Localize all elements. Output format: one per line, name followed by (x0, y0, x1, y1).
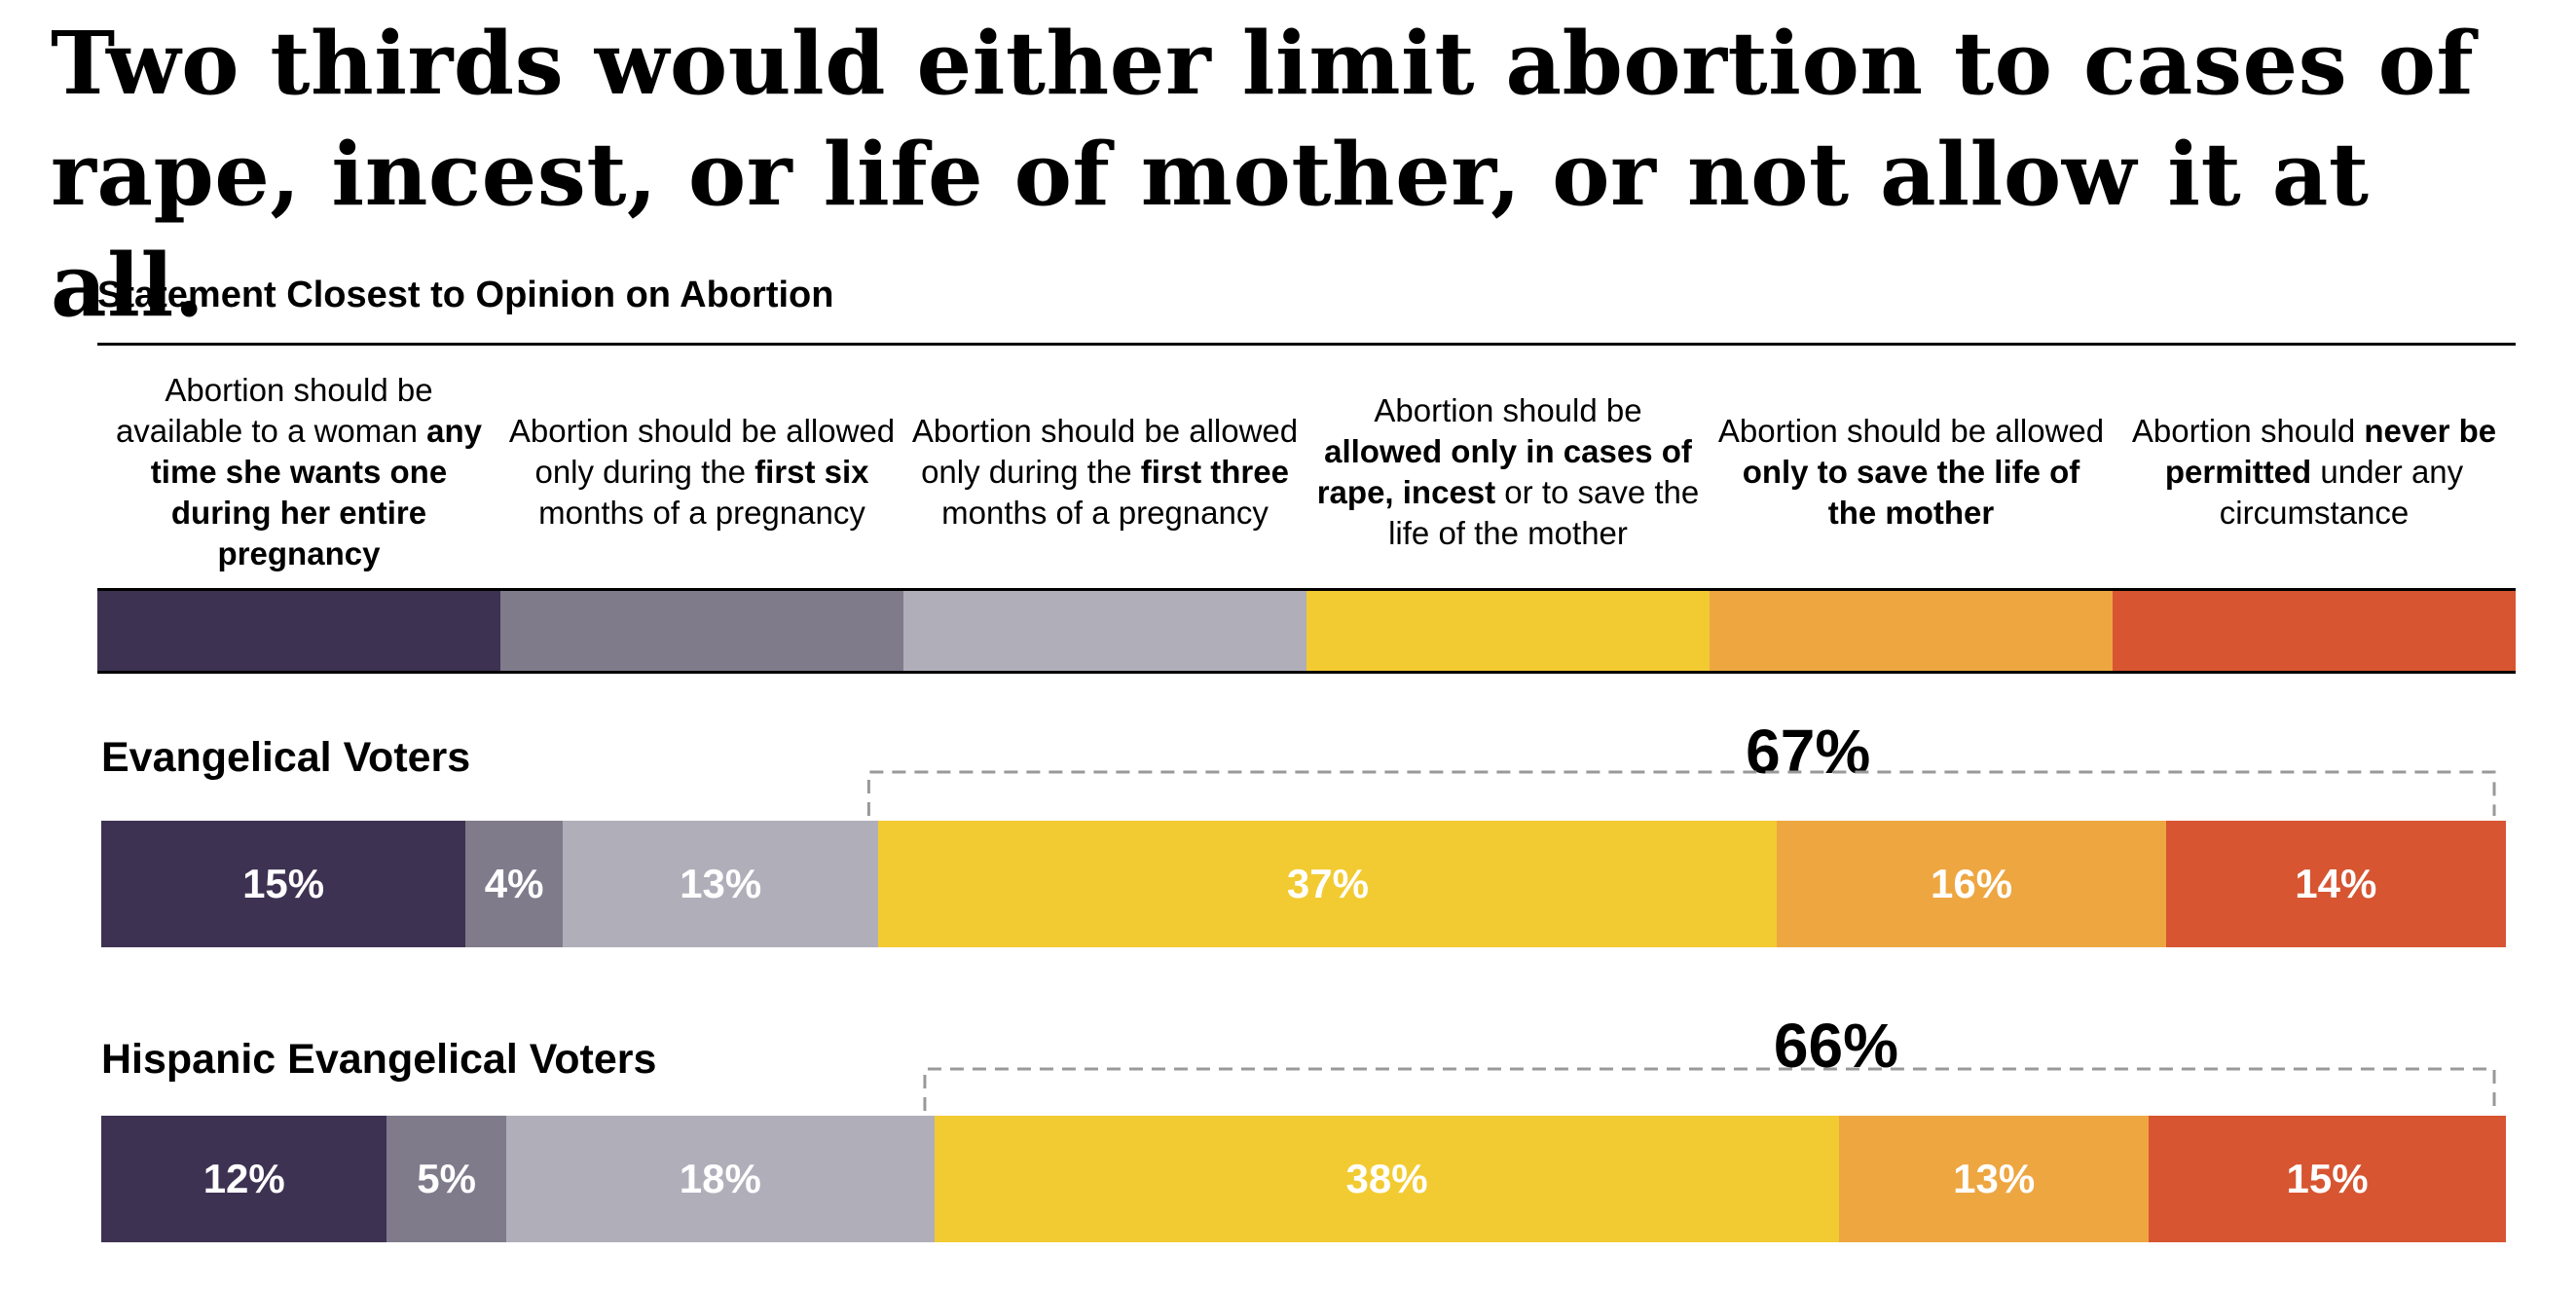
group-label: Hispanic Evangelical Voters (101, 1036, 657, 1083)
bar-segment: 38% (934, 1116, 1840, 1242)
legend-item-6: Abortion should never be permitted under… (2119, 365, 2509, 579)
data-label: 13% (680, 861, 762, 906)
legend-item-text: months of a pregnancy (941, 495, 1269, 531)
bar-segment: 14% (2165, 821, 2506, 947)
bar-segment: 4% (465, 821, 564, 947)
legend-item-1: Abortion should be available to a woman … (104, 365, 494, 579)
data-label: 5% (417, 1156, 476, 1201)
legend-swatches (97, 588, 2516, 674)
data-label: 13% (1953, 1156, 2036, 1201)
bar-segment: 5% (386, 1116, 506, 1242)
legend: Abortion should be available to a woman … (97, 365, 2516, 579)
top-rule (97, 343, 2516, 346)
data-label: 18% (679, 1156, 761, 1201)
bar-segment: 13% (1839, 1116, 2150, 1242)
legend-item-text: first six (754, 454, 869, 490)
legend-item-text: any time she wants one during her entire… (150, 413, 483, 571)
stacked-bar: 12% 5% 18% 38% 13% 15% (101, 1116, 2506, 1242)
group-label: Evangelical Voters (101, 734, 471, 781)
legend-swatch-5 (1710, 591, 2113, 671)
legend-item-text: under any circumstance (2219, 454, 2464, 531)
legend-swatch-4 (1306, 591, 1710, 671)
data-label: 15% (2286, 1156, 2369, 1201)
legend-item-text: Abortion should be allowed only during t… (911, 413, 1299, 490)
legend-item-text: Abortion should be allowed (1717, 413, 2105, 449)
legend-swatch-2 (500, 591, 903, 671)
bar-segment: 12% (101, 1116, 387, 1242)
chart-title: Two thirds would either limit abortion t… (51, 12, 2475, 336)
chart-subtitle: Statement Closest to Opinion on Abortion (97, 275, 834, 315)
data-label: 4% (484, 861, 544, 906)
data-label: 15% (242, 861, 325, 906)
data-label: 16% (1931, 861, 2013, 906)
legend-swatch-1 (97, 591, 500, 671)
legend-item-text: only to save the life of the mother (1742, 454, 2080, 531)
bar-segment: 13% (563, 821, 879, 947)
bar-segment: 15% (2149, 1116, 2506, 1242)
stacked-bar: 15% 4% 13% 37% 16% 14% (101, 821, 2506, 947)
legend-item-text: first three (1140, 454, 1289, 490)
legend-item-text: Abortion should (2131, 413, 2365, 449)
legend-item-text: never be permitted (2164, 413, 2497, 490)
legend-item-text: Abortion should be available to a woman (115, 372, 433, 449)
bracket-total-label: 67% (1718, 717, 1898, 787)
legend-item-2: Abortion should be allowed only during t… (507, 365, 897, 579)
bar-segment: 18% (505, 1116, 935, 1242)
legend-item-3: Abortion should be allowed only during t… (910, 365, 1300, 579)
bracket-total-label: 66% (1746, 1011, 1927, 1081)
legend-item-text: allowed only in cases of rape, incest (1316, 433, 1692, 510)
legend-item-text: Abortion should be allowed only during t… (508, 413, 896, 490)
bracket-line (923, 1067, 2496, 1111)
bar-segment: 37% (878, 821, 1778, 947)
bracket-line (866, 770, 2496, 816)
legend-item-5: Abortion should be allowed only to save … (1716, 365, 2106, 579)
legend-item-text: or to save the life of the mother (1388, 474, 1700, 551)
data-label: 38% (1345, 1156, 1428, 1201)
legend-item-text: months of a pregnancy (538, 495, 865, 531)
data-label: 12% (202, 1156, 285, 1201)
bar-segment: 16% (1777, 821, 2166, 947)
data-label: 37% (1286, 861, 1369, 906)
legend-swatch-3 (903, 591, 1306, 671)
bar-segment: 15% (101, 821, 466, 947)
legend-item-text: Abortion should be (1374, 392, 1642, 428)
legend-item-4: Abortion should be allowed only in cases… (1313, 365, 1703, 579)
legend-swatch-6 (2113, 591, 2516, 671)
data-label: 14% (2295, 861, 2377, 906)
